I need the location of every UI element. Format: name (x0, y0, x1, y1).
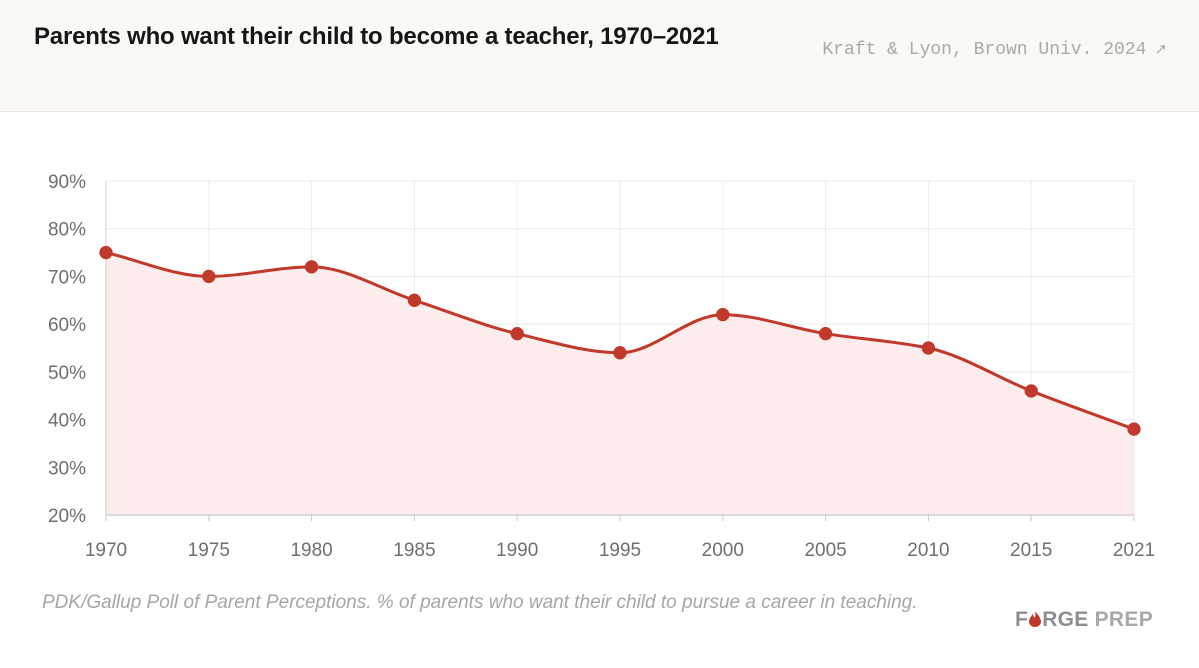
y-tick-label: 20% (48, 506, 86, 527)
data-point-2005 (818, 326, 833, 341)
data-points (99, 245, 1141, 436)
line-chart: 20% 30% 40% 50% 60% 70% 80% 90% 1970 1975 1980 198… (0, 112, 1199, 572)
area-fill (106, 252, 1134, 516)
data-point-2000 (716, 307, 730, 322)
data-point-2021 (1127, 422, 1141, 436)
y-tick-label: 40% (48, 411, 86, 432)
x-tick-label: 1970 (85, 540, 127, 561)
y-tick-label: 70% (48, 267, 86, 288)
forge-prep-logo: F RGE PREP (1015, 608, 1153, 632)
chart-title: Parents who want their child to become a… (34, 23, 719, 50)
source-link[interactable]: Kraft & Lyon, Brown Univ. 2024 ↗ (822, 40, 1167, 60)
axes (105, 181, 1135, 521)
area-path (106, 252, 1134, 516)
x-tick-labels: 1970 1975 1980 1985 1990 1995 2000 2005 2010 2015… (85, 540, 1155, 561)
x-tick-label: 2000 (702, 540, 744, 561)
source-label: Kraft & Lyon, Brown Univ. 2024 (822, 40, 1147, 60)
data-point-1980 (304, 260, 319, 274)
data-point-1990 (510, 326, 524, 341)
y-tick-label: 60% (48, 315, 86, 336)
brand-name-part1: F RGE (1015, 608, 1089, 631)
data-point-1985 (407, 293, 422, 308)
y-tick-labels: 20% 30% 40% 50% 60% 70% 80% 90% (48, 172, 86, 527)
x-tick-label: 2010 (907, 540, 949, 561)
x-tick-label: 2021 (1113, 540, 1155, 561)
data-point-1975 (202, 269, 216, 284)
data-point-2015 (1024, 384, 1038, 398)
external-link-icon: ↗ (1154, 40, 1167, 58)
flame-icon (1029, 611, 1042, 627)
y-tick-label: 80% (48, 220, 86, 241)
x-tick-label: 1975 (188, 540, 230, 561)
x-tick-label: 1995 (599, 540, 641, 561)
brand-name-part2: PREP (1094, 608, 1153, 631)
x-tick-label: 1980 (290, 540, 332, 561)
y-tick-label: 50% (48, 363, 86, 384)
data-point-1995 (613, 346, 627, 360)
x-tick-label: 1990 (496, 540, 538, 561)
chart-caption: PDK/Gallup Poll of Parent Perceptions. %… (42, 592, 918, 613)
chart-header: Parents who want their child to become a… (0, 0, 1199, 112)
data-point-2010 (921, 341, 936, 355)
chart-canvas: 20% 30% 40% 50% 60% 70% 80% 90% 1970 1975 1980 198… (48, 172, 1155, 561)
data-point-1970 (99, 245, 113, 260)
x-tick-label: 2005 (804, 540, 846, 561)
y-tick-label: 90% (48, 172, 86, 193)
y-tick-label: 30% (48, 458, 86, 479)
x-tick-label: 2015 (1010, 540, 1052, 561)
x-tick-label: 1985 (393, 540, 435, 561)
